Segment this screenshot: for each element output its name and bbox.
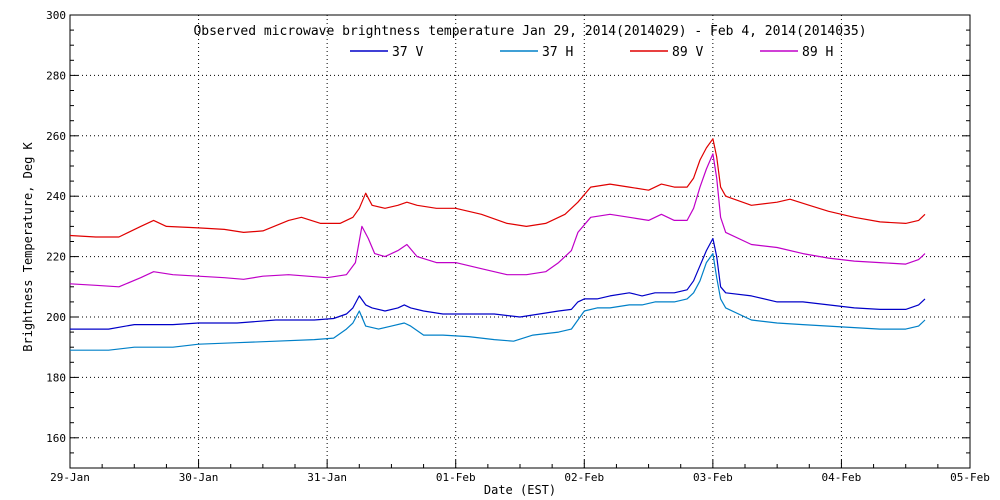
y-tick-label: 240 [46, 190, 66, 203]
plot-frame [69, 14, 971, 469]
axis-ticks: 29-Jan 30-Jan 31-Jan 01-Feb 02-Feb 03-Feb 04-F… [46, 9, 990, 484]
x-tick-label: 03-Feb [693, 471, 733, 484]
grid [70, 15, 970, 468]
y-tick-label: 260 [46, 130, 66, 143]
series-line-37-h [70, 253, 926, 351]
legend: 37 V 37 H 89 V 89 H [350, 45, 833, 60]
y-tick-label: 160 [46, 432, 66, 445]
legend-label: 37 H [542, 45, 573, 60]
y-tick-label: 220 [46, 251, 66, 264]
x-tick-label: 02-Feb [564, 471, 604, 484]
x-tick-label: 29-Jan [50, 471, 90, 484]
x-tick-label: 01-Feb [436, 471, 476, 484]
x-axis-label: Date (EST) [484, 483, 556, 497]
x-tick-label: 05-Feb [950, 471, 990, 484]
x-tick-label: 31-Jan [307, 471, 347, 484]
y-tick-label: 200 [46, 311, 66, 324]
y-axis-label: Brightness Temperature, Deg K [21, 141, 35, 351]
series-line-89-v [69, 138, 926, 238]
chart-title: Observed microwave brightness temperatur… [193, 24, 866, 39]
y-tick-label: 300 [46, 9, 66, 22]
y-tick-label: 280 [46, 69, 66, 82]
legend-label: 89 V [672, 45, 703, 60]
x-tick-label: 04-Feb [822, 471, 862, 484]
series-line-37-v [70, 237, 926, 330]
series-lines [69, 138, 926, 351]
series-line-89-h [69, 153, 926, 288]
y-tick-label: 180 [46, 371, 66, 384]
legend-label: 89 H [802, 45, 833, 60]
x-tick-label: 30-Jan [179, 471, 219, 484]
legend-label: 37 V [392, 45, 423, 60]
